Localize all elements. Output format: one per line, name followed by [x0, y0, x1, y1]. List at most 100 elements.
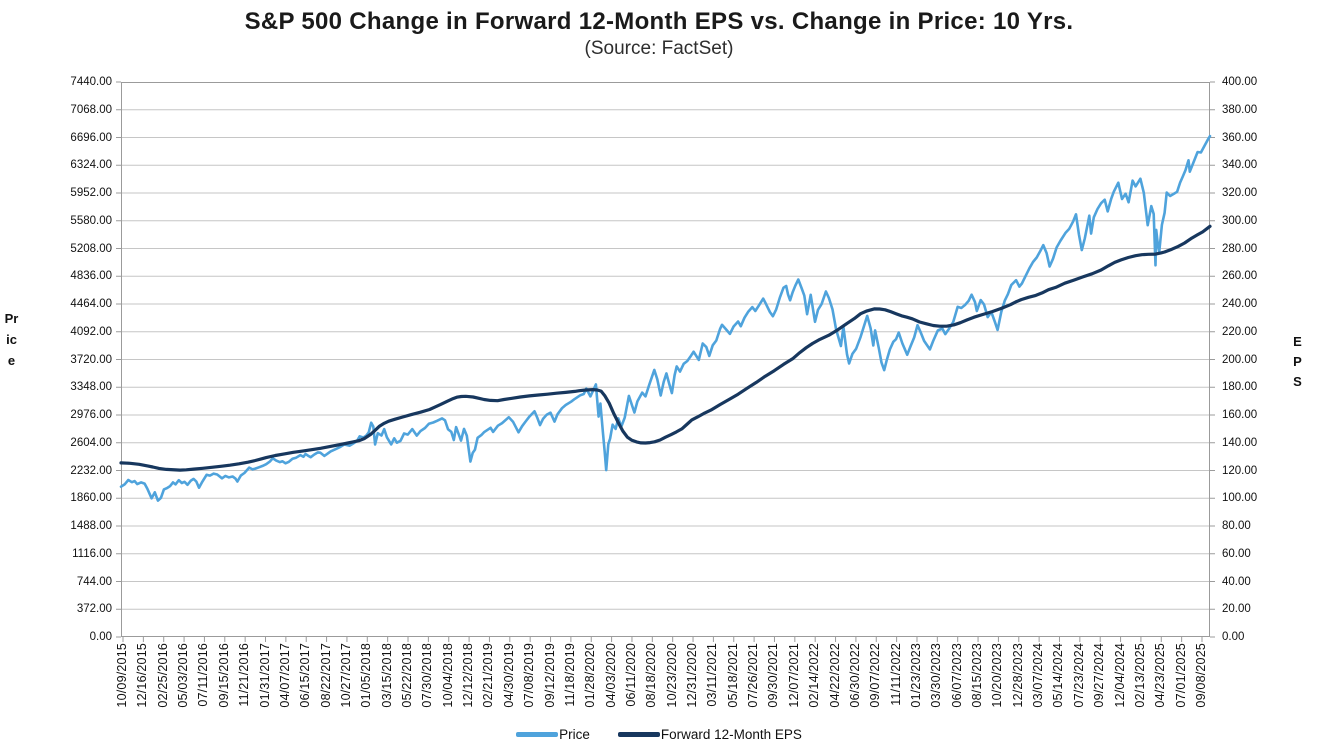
y-left-tick-label: 5208.00 [70, 242, 112, 255]
x-tick-label: 04/03/2020 [603, 643, 618, 708]
y-left-tick-label: 744.00 [76, 575, 112, 588]
x-tick-label: 03/30/2023 [929, 643, 944, 708]
y-right-tick-label: 400.00 [1222, 76, 1258, 88]
legend-label-price: Price [559, 727, 590, 742]
series-line-forward-12-month-eps [119, 224, 1212, 472]
chart-legend: Price Forward 12-Month EPS [0, 727, 1318, 742]
y-right-tick-label: 240.00 [1222, 298, 1258, 310]
x-tick-label: 08/15/2023 [970, 643, 985, 708]
y-right-tick-label: 340.00 [1222, 159, 1258, 172]
x-tick-label: 12/04/2024 [1112, 643, 1127, 708]
y-left-tick-label: 3348.00 [70, 381, 112, 394]
x-tick-label: 10/04/2018 [440, 643, 455, 708]
eps-line-swatch-icon [617, 732, 660, 737]
price-line-swatch-icon [516, 732, 559, 737]
x-tick-label: 05/22/2018 [400, 643, 415, 708]
x-tick-label: 07/08/2019 [522, 643, 537, 708]
y-left-tick-label: 4836.00 [70, 270, 112, 283]
x-tick-label: 12/28/2023 [1010, 643, 1025, 708]
plot-border [121, 82, 1210, 637]
y-right-tick-label: 360.00 [1222, 131, 1258, 144]
x-tick-label: 09/27/2024 [1092, 643, 1107, 708]
x-tick-label: 02/14/2022 [807, 643, 822, 708]
y-left-tick-label: 7440.00 [70, 76, 112, 88]
series-line-price [119, 134, 1212, 502]
x-tick-label: 12/12/2018 [461, 643, 476, 708]
y-right-tick-label: 120.00 [1222, 464, 1258, 477]
x-tick-label: 04/23/2025 [1153, 643, 1168, 708]
x-tick-label: 07/01/2025 [1173, 643, 1188, 708]
y-left-tick-label: 4092.00 [70, 325, 112, 338]
x-tick-label: 12/16/2015 [135, 643, 150, 708]
left-axis-title-price: Price [4, 311, 19, 368]
x-tick-label: 06/11/2020 [623, 643, 638, 707]
y-left-tick-label: 6696.00 [70, 131, 112, 144]
legend-item-price: Price [516, 727, 590, 742]
x-tick-label: 08/18/2020 [644, 643, 659, 708]
y-right-tick-label: 60.00 [1222, 547, 1251, 560]
x-tick-label: 06/30/2022 [847, 643, 862, 708]
x-tick-label: 04/07/2017 [277, 643, 292, 708]
x-tick-label: 10/20/2023 [990, 643, 1005, 708]
x-tick-label: 03/07/2024 [1031, 643, 1046, 708]
y-right-tick-label: 320.00 [1222, 187, 1258, 199]
y-left-tick-label: 4464.00 [70, 298, 112, 310]
x-tick-label: 01/05/2018 [359, 643, 374, 708]
x-tick-label: 03/11/2021 [705, 643, 720, 707]
x-tick-label: 09/15/2016 [216, 643, 231, 708]
x-tick-label: 06/15/2017 [298, 643, 313, 708]
axis-ticks [116, 81, 1215, 642]
x-tick-label: 04/22/2022 [827, 643, 842, 708]
x-tick-label: 09/30/2021 [766, 643, 781, 708]
gridlines [121, 109, 1210, 610]
y-left-tick-label: 372.00 [76, 603, 112, 616]
y-right-tick-label: 280.00 [1222, 242, 1258, 255]
x-tick-label: 10/23/2020 [664, 643, 679, 708]
x-tick-label: 06/07/2023 [949, 643, 964, 708]
x-tick-label: 11/21/2016 [237, 643, 252, 707]
y-left-tick-label: 5580.00 [70, 214, 112, 227]
y-right-tick-label: 200.00 [1222, 353, 1258, 366]
y-left-tick-label: 6324.00 [70, 159, 112, 172]
x-tick-label: 09/12/2019 [542, 643, 557, 708]
y-left-tick-label: 5952.00 [70, 187, 112, 199]
x-tick-label: 04/30/2019 [501, 643, 516, 708]
y-right-tick-label: 100.00 [1222, 492, 1258, 505]
x-tick-label: 11/11/2022 [888, 643, 903, 706]
x-tick-label: 02/21/2019 [481, 643, 496, 708]
x-tick-label: 05/03/2016 [176, 643, 191, 708]
y-left-tick-label: 3720.00 [70, 353, 112, 366]
x-tick-label: 09/08/2025 [1194, 643, 1208, 708]
x-tick-label: 07/30/2018 [420, 643, 435, 708]
y-right-tick-label: 300.00 [1222, 214, 1258, 227]
y-left-tick-label: 7068.00 [70, 103, 112, 116]
x-tick-label: 05/14/2024 [1051, 643, 1066, 708]
x-tick-label: 12/07/2021 [786, 643, 801, 708]
x-tick-label: 07/23/2024 [1071, 643, 1086, 708]
x-tick-label: 10/27/2017 [338, 643, 353, 708]
x-tick-label: 08/22/2017 [318, 643, 333, 708]
x-tick-label: 01/28/2020 [583, 643, 598, 708]
y-left-tick-label: 2976.00 [70, 409, 112, 421]
y-right-tick-label: 380.00 [1222, 103, 1258, 116]
chart-subtitle: (Source: FactSet) [584, 38, 734, 59]
x-tick-label: 09/07/2022 [868, 643, 883, 708]
legend-item-forward-eps: Forward 12-Month EPS [617, 727, 802, 742]
y-left-tick-label: 2604.00 [70, 436, 112, 449]
x-tick-label: 01/31/2017 [257, 643, 272, 708]
x-tick-label: 07/11/2016 [196, 643, 211, 707]
legend-label-forward-eps: Forward 12-Month EPS [660, 727, 802, 742]
right-axis-title-eps: EPS [1293, 334, 1302, 389]
y-right-tick-label: 20.00 [1222, 603, 1251, 616]
y-right-tick-label: 180.00 [1222, 381, 1258, 394]
y-right-tick-label: 80.00 [1222, 520, 1251, 532]
chart-title: S&P 500 Change in Forward 12-Month EPS v… [244, 8, 1074, 35]
x-tick-label: 02/13/2025 [1132, 643, 1147, 708]
y-left-tick-label: 2232.00 [70, 464, 112, 477]
y-left-tick-label: 0.00 [89, 631, 112, 643]
x-tick-label: 01/23/2023 [908, 643, 923, 708]
x-tick-label: 10/09/2015 [115, 643, 129, 708]
y-left-tick-label: 1488.00 [70, 520, 112, 532]
y-left-tick-label: 1860.00 [70, 492, 112, 505]
y-right-tick-label: 0.00 [1222, 631, 1245, 643]
